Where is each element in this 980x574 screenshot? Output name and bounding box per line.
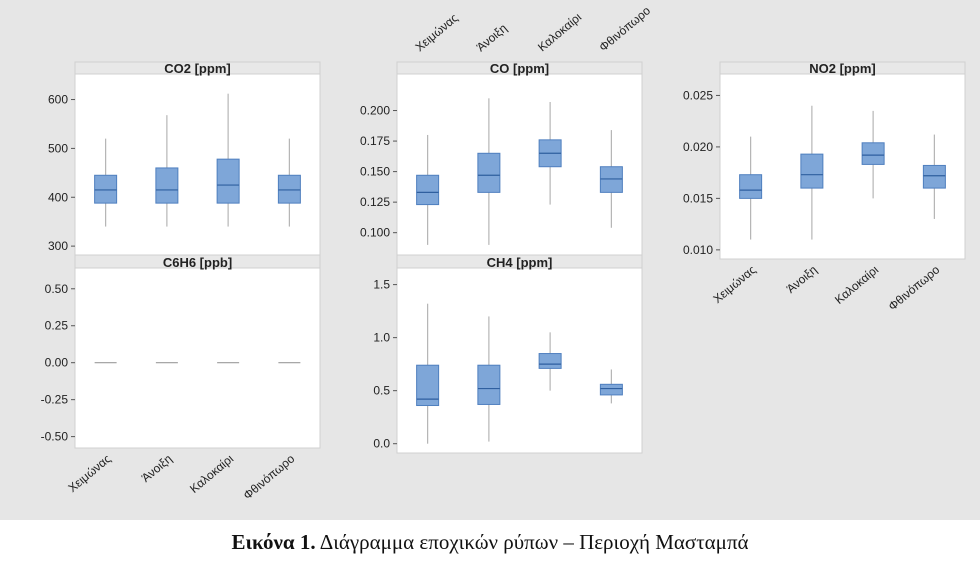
- box-group: [94, 138, 118, 227]
- box-iqr: [538, 353, 562, 369]
- box-iqr: [477, 152, 501, 193]
- panel-header: [396, 61, 643, 75]
- figure-background: CO2 [ppm] 300 400 500 600 C6H6 [ppb] -0.50 -0.2…: [0, 0, 980, 520]
- y-tick-label: 0.175: [360, 134, 390, 148]
- y-tick-label: 0.100: [360, 226, 390, 240]
- y-tick-label: 0.200: [360, 104, 390, 118]
- panel-background: [74, 61, 321, 256]
- x-tick-label: Άνοιξη: [474, 21, 510, 54]
- panel-header: [719, 61, 966, 75]
- box-iqr: [922, 164, 946, 189]
- y-tick-label: 0.25: [45, 319, 69, 333]
- box-group: [538, 101, 562, 205]
- x-tick-label: Καλοκαίρι: [832, 262, 881, 307]
- panel-title: CO [ppm]: [490, 61, 549, 76]
- panel-header: [74, 61, 321, 75]
- y-tick-label: 1.0: [373, 331, 390, 345]
- panel-header: [74, 254, 321, 269]
- x-tick-label: Καλοκαίρι: [535, 10, 584, 55]
- box-group: [477, 98, 501, 245]
- y-tick-label: 0.00: [45, 356, 69, 370]
- y-tick-label: 0.020: [683, 140, 713, 154]
- panel-header: [396, 254, 643, 269]
- box-iqr: [416, 364, 440, 407]
- panel-background: [396, 254, 643, 454]
- panel-title: NO2 [ppm]: [809, 61, 875, 76]
- box-iqr: [277, 174, 301, 204]
- box-group: [416, 134, 440, 245]
- y-tick-label: 0.015: [683, 191, 713, 205]
- x-tick-label: Χειμώνας: [710, 262, 758, 306]
- chart-panel: NO2 [ppm] 0.010 0.015 0.020 0.025 Χειμώνας Άνο…: [683, 61, 966, 313]
- x-tick-label: Άνοιξη: [784, 263, 820, 296]
- box-iqr: [599, 166, 623, 193]
- panel-title: CO2 [ppm]: [164, 61, 230, 76]
- y-tick-label: 0.50: [45, 282, 69, 296]
- x-tick-label: Καλοκαίρι: [187, 451, 236, 496]
- box-group: [416, 303, 440, 444]
- box-group: [599, 130, 623, 228]
- panel-background: [74, 254, 321, 449]
- box-iqr: [216, 158, 240, 204]
- box-group: [861, 110, 885, 199]
- y-tick-label: 500: [48, 141, 68, 155]
- y-tick-label: -0.50: [41, 430, 69, 444]
- box-iqr: [861, 142, 885, 165]
- box-group: [739, 136, 763, 240]
- panel-title: CH4 [ppm]: [487, 255, 553, 270]
- x-tick-label: Χειμώνας: [65, 451, 113, 495]
- y-tick-label: -0.25: [41, 393, 69, 407]
- caption-label: Εικόνα 1.: [231, 530, 316, 554]
- box-iqr: [94, 174, 118, 204]
- panel-title: C6H6 [ppb]: [163, 255, 232, 270]
- box-group: [277, 138, 301, 227]
- box-group: [800, 105, 824, 240]
- box-iqr: [800, 153, 824, 189]
- box-iqr: [416, 174, 440, 206]
- y-tick-label: 0.025: [683, 88, 713, 102]
- x-tick-label: Φθινόπωρο: [596, 3, 653, 54]
- boxplot-figure: CO2 [ppm] 300 400 500 600 C6H6 [ppb] -0.50 -0.2…: [41, 3, 966, 502]
- box-iqr: [739, 174, 763, 199]
- x-tick-label: Άνοιξη: [139, 452, 175, 485]
- x-tick-label: Φθινόπωρο: [240, 451, 297, 502]
- box-group: [599, 369, 623, 404]
- y-tick-label: 0.5: [373, 384, 390, 398]
- box-group: [216, 93, 240, 227]
- panel-background: [719, 61, 966, 260]
- x-tick-label: Χειμώνας: [413, 11, 461, 55]
- box-iqr: [599, 383, 623, 396]
- chart-panel: CO2 [ppm] 300 400 500 600: [48, 61, 321, 256]
- y-tick-label: 600: [48, 93, 68, 107]
- chart-panel: C6H6 [ppb] -0.50 -0.25 0.00 0.25 0.50 Χειμώνας…: [41, 254, 321, 502]
- y-tick-label: 0.010: [683, 243, 713, 257]
- chart-panel: CH4 [ppm] 0.0 0.5 1.0 1.5: [373, 254, 643, 454]
- box-group: [477, 316, 501, 442]
- box-iqr: [477, 364, 501, 405]
- y-tick-label: 0.125: [360, 195, 390, 209]
- box-group: [922, 134, 946, 219]
- x-tick-label: Φθινόπωρο: [885, 262, 942, 313]
- y-tick-label: 0.0: [373, 437, 390, 451]
- box-iqr: [155, 167, 179, 204]
- box-group: [538, 332, 562, 391]
- chart-panel: CO [ppm] 0.100 0.125 0.150 0.175 0.200 Χειμώνα…: [360, 3, 653, 256]
- y-tick-label: 300: [48, 239, 68, 253]
- box-group: [155, 115, 179, 227]
- panel-background: [396, 61, 643, 256]
- y-tick-label: 400: [48, 190, 68, 204]
- y-tick-label: 1.5: [373, 278, 390, 292]
- caption-text: Διάγραμμα εποχικών ρύπων – Περιοχή Μαστα…: [319, 530, 749, 554]
- y-tick-label: 0.150: [360, 165, 390, 179]
- figure-caption: Εικόνα 1. Διάγραμμα εποχικών ρύπων – Περ…: [0, 530, 980, 555]
